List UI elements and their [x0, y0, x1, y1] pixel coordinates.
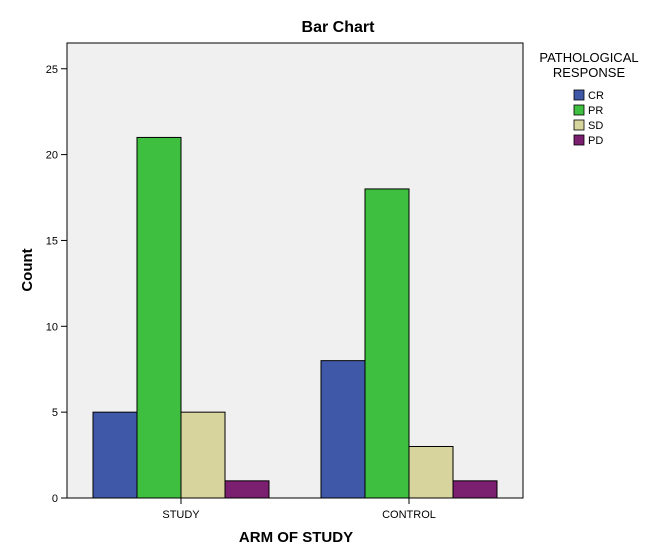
bar-cr-study	[92, 411, 138, 499]
bar-sd-study	[180, 411, 226, 499]
legend-swatch-cr	[573, 89, 585, 101]
legend-label-pd: PD	[588, 135, 603, 147]
legend-swatch-pr	[573, 104, 585, 116]
bar-pd-control	[452, 480, 498, 499]
y-tick-label: 15	[46, 235, 58, 247]
y-tick-label: 5	[52, 407, 58, 419]
y-tick-label: 20	[46, 150, 58, 162]
y-tick-label: 10	[46, 321, 58, 333]
bar-pr-study	[136, 136, 182, 499]
legend-swatch-pd	[573, 134, 585, 146]
legend-title-line-1: PATHOLOGICAL	[539, 50, 638, 65]
y-tick-label: 0	[52, 493, 58, 505]
bar-cr-control	[320, 360, 366, 499]
x-axis-title: ARM OF STUDY	[239, 529, 353, 546]
y-tick-label: 25	[46, 64, 58, 76]
y-axis: 0 5 10 15 20 25	[46, 64, 67, 505]
legend: PATHOLOGICAL RESPONSE CR PR SD PD	[539, 50, 638, 147]
x-tick-label-control: CONTROL	[382, 509, 436, 521]
x-axis: STUDY CONTROL	[162, 498, 436, 521]
legend-title-line-2: RESPONSE	[553, 65, 626, 80]
bars-group	[92, 136, 498, 499]
chart-title: Bar Chart	[302, 19, 376, 36]
legend-label-cr: CR	[588, 90, 604, 102]
x-tick-label-study: STUDY	[162, 509, 200, 521]
legend-swatch-sd	[573, 119, 585, 131]
legend-label-pr: PR	[588, 105, 603, 117]
y-axis-title: Count	[19, 248, 36, 291]
legend-label-sd: SD	[588, 120, 603, 132]
bar-pr-control	[364, 188, 410, 499]
bar-pd-study	[224, 480, 270, 499]
bar-sd-control	[408, 445, 454, 499]
